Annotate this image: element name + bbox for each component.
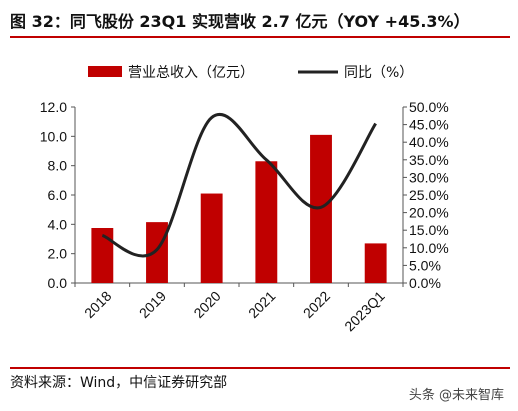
x-tick-label: 2020 xyxy=(190,288,223,321)
x-tick-label: 2022 xyxy=(300,288,333,321)
y-right-tick-label: 30.0% xyxy=(409,169,449,185)
y-right-tick-label: 20.0% xyxy=(409,205,449,221)
y-left-tick-label: 4.0 xyxy=(48,216,68,232)
y-left-tick-label: 2.0 xyxy=(48,246,68,262)
y-right-tick-label: 0.0% xyxy=(409,275,441,291)
y-right-tick-label: 40.0% xyxy=(409,134,449,150)
bar xyxy=(91,228,114,283)
y-left-tick-label: 12.0 xyxy=(40,99,67,115)
source-divider xyxy=(10,367,510,369)
axes xyxy=(71,106,407,287)
bar xyxy=(200,193,223,283)
y-right-tick-label: 10.0% xyxy=(409,240,449,256)
legend-bar-swatch xyxy=(88,66,122,77)
legend-bar-label: 营业总收入（亿元） xyxy=(128,65,254,81)
y-left-ticks: 0.0 2.0 4.0 6.0 8.0 10.0 12.0 xyxy=(40,99,67,291)
watermark: 头条 @未来智库 xyxy=(408,388,504,403)
y-right-tick-label: 35.0% xyxy=(409,152,449,168)
figure-title: 图 32：同飞股份 23Q1 实现营收 2.7 亿元（YOY +45.3%） xyxy=(10,12,470,31)
bar-series xyxy=(91,134,387,283)
line-series xyxy=(101,113,377,258)
source-note: 资料来源：Wind，中信证券研究部 xyxy=(10,375,228,391)
bar xyxy=(146,222,168,283)
y-right-tick-label: 50.0% xyxy=(409,99,449,115)
bar xyxy=(255,161,278,283)
title-divider xyxy=(10,36,510,38)
y-left-tick-label: 10.0 xyxy=(40,128,67,144)
x-tick-label: 2018 xyxy=(81,288,114,321)
legend: 营业总收入（亿元） 同比（%） xyxy=(88,65,413,81)
y-left-tick-label: 8.0 xyxy=(48,158,68,174)
chart: 营业总收入（亿元） 同比（%） 2018 2019 2020 2021 2022 2023… xyxy=(40,65,449,335)
x-tick-label: 2021 xyxy=(245,288,278,321)
yoy-line xyxy=(101,113,377,258)
y-right-ticks: 0.0% 5.0%10.0% 15.0%20.0% 25.0% 30.0%35.0% 40… xyxy=(409,99,449,291)
y-right-tick-label: 5.0% xyxy=(409,257,441,273)
y-left-tick-label: 0.0 xyxy=(48,275,68,291)
y-left-tick-label: 6.0 xyxy=(48,187,68,203)
y-right-tick-label: 45.0% xyxy=(409,117,449,133)
bar xyxy=(310,134,332,283)
bar xyxy=(364,243,387,283)
y-right-tick-label: 25.0% xyxy=(409,187,449,203)
x-tick-label: 2019 xyxy=(136,288,169,321)
x-tick-label: 2023Q1 xyxy=(341,288,388,335)
x-axis-ticks: 2018 2019 2020 2021 2022 2023Q1 xyxy=(81,288,388,335)
legend-line-label: 同比（%） xyxy=(344,65,413,81)
y-right-tick-label: 15.0% xyxy=(409,222,449,238)
